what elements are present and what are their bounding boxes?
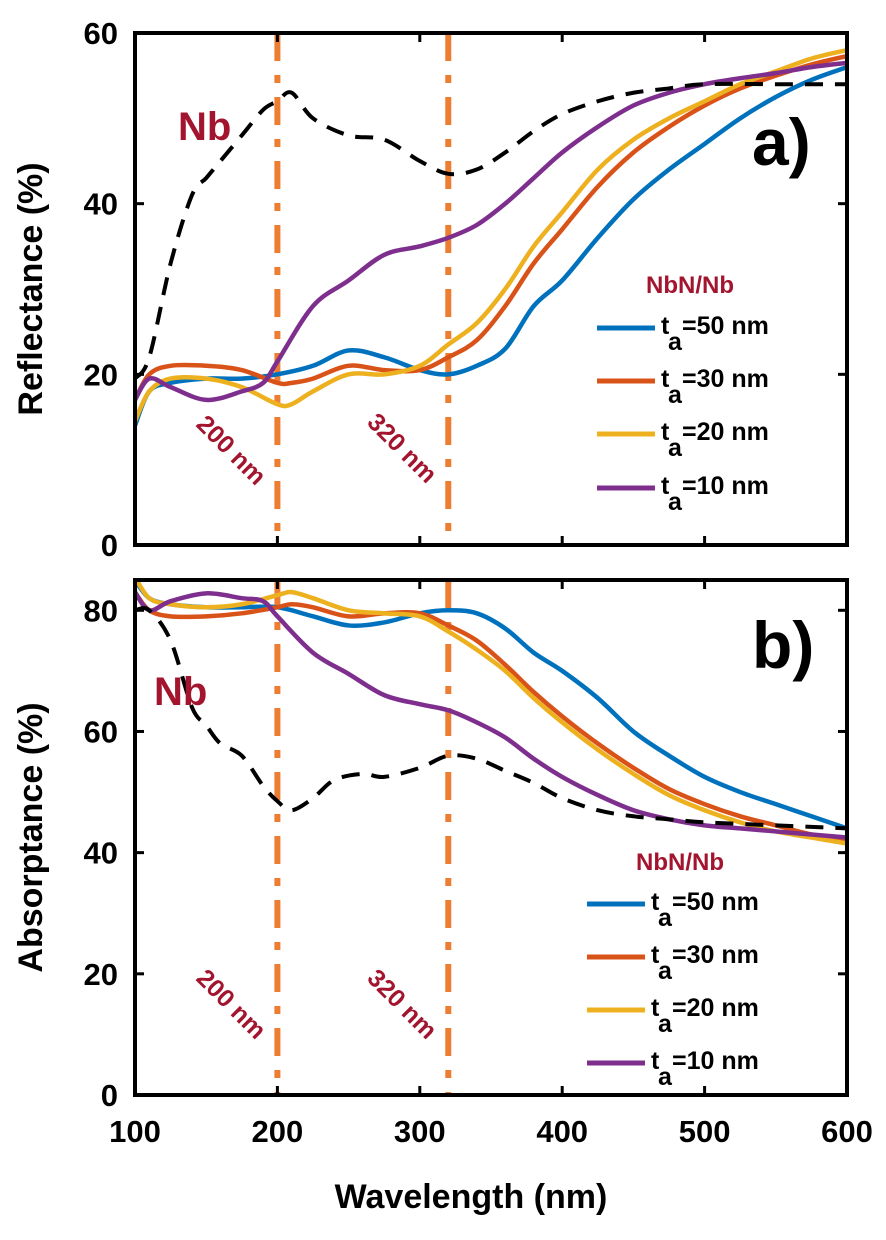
series-line-20nm: [135, 47, 847, 423]
reference-label-200: 200 nm: [191, 410, 272, 491]
nb-annotation: Nb: [154, 670, 207, 714]
legend-symbol: t: [651, 888, 660, 916]
panel-label: a): [752, 105, 811, 179]
legend-subscript: a: [668, 488, 683, 516]
legend-symbol: t: [661, 472, 670, 500]
y-tick-label: 40: [84, 187, 118, 222]
y-tick-label: 40: [84, 836, 118, 871]
legend-value: =20 nm: [682, 418, 769, 446]
y-tick-label: 60: [84, 714, 118, 749]
y-tick-label: 0: [101, 528, 118, 563]
legend-item: ta=20 nm: [587, 994, 759, 1038]
legend-subscript: a: [668, 381, 683, 409]
x-tick-label: 400: [536, 1114, 588, 1149]
series-line-nb: [135, 81, 847, 380]
legend-item: ta=50 nm: [597, 312, 769, 356]
legend-symbol: t: [651, 994, 660, 1022]
y-axis-label: Reflectance (%): [12, 162, 50, 415]
legend-item: ta=30 nm: [587, 941, 759, 985]
legend-value: =10 nm: [682, 472, 769, 500]
legend-symbol: t: [651, 1047, 660, 1075]
x-axis-label: Wavelength (nm): [335, 1178, 608, 1216]
y-tick-label: 80: [84, 593, 118, 628]
reference-label-320: 320 nm: [362, 964, 443, 1045]
legend-value: =10 nm: [672, 1047, 759, 1075]
series-line-nb: [135, 606, 847, 831]
legend-symbol: t: [661, 365, 670, 393]
legend-symbol: t: [661, 312, 670, 340]
legend-item: ta=50 nm: [587, 888, 759, 932]
x-tick-label: 500: [679, 1114, 731, 1149]
panel-b: 200 nm 320 nm 100 200 300 400 500 600 0 20 40 60 80 A…: [12, 578, 873, 1216]
x-tick-label: 300: [394, 1114, 446, 1149]
plot-frame: [133, 31, 849, 547]
legend-symbol: t: [651, 941, 660, 969]
legend-symbol: t: [661, 418, 670, 446]
y-tick-label: 20: [84, 357, 118, 392]
y-tick-label: 20: [84, 957, 118, 992]
legend-subscript: a: [658, 1063, 673, 1091]
series-line-50nm: [135, 580, 847, 831]
panel-label: b): [752, 608, 814, 682]
reference-label-320: 320 nm: [362, 408, 443, 489]
legend-subscript: a: [668, 328, 683, 356]
panel-a: 200 nm 320 nm 0 20 40 60 Reflectance (%) Nb a) Nb…: [12, 16, 849, 563]
x-tick-label: 100: [109, 1114, 161, 1149]
legend-item: ta=10 nm: [597, 472, 769, 516]
legend-subscript: a: [658, 904, 673, 932]
series-line-30nm: [135, 53, 847, 402]
legend-item: ta=20 nm: [597, 418, 769, 462]
reference-label-200: 200 nm: [191, 964, 272, 1045]
series-line-10nm: [135, 60, 847, 403]
y-axis-label: Absorptance (%): [12, 702, 50, 972]
legend-subscript: a: [658, 957, 673, 985]
y-tick-label: 60: [84, 16, 118, 51]
nb-annotation: Nb: [178, 105, 231, 149]
legend-value: =20 nm: [672, 994, 759, 1022]
legend-value: =30 nm: [672, 941, 759, 969]
legend-item: ta=10 nm: [587, 1047, 759, 1091]
legend-title: NbN/Nb: [636, 849, 724, 876]
plot-frame: [133, 578, 849, 1097]
y-tick-label: 0: [101, 1078, 118, 1113]
series-line-50nm: [135, 65, 847, 427]
legend-subscript: a: [668, 434, 683, 462]
legend-title: NbN/Nb: [646, 272, 734, 299]
legend-item: ta=30 nm: [597, 365, 769, 409]
series-line-20nm: [135, 580, 847, 846]
legend-value: =30 nm: [682, 365, 769, 393]
legend-value: =50 nm: [682, 312, 769, 340]
legend-value: =50 nm: [672, 888, 759, 916]
x-tick-label: 200: [252, 1114, 304, 1149]
series-line-30nm: [135, 590, 847, 843]
legend-subscript: a: [658, 1010, 673, 1038]
series-line-10nm: [135, 590, 847, 840]
x-tick-label: 600: [821, 1114, 873, 1149]
